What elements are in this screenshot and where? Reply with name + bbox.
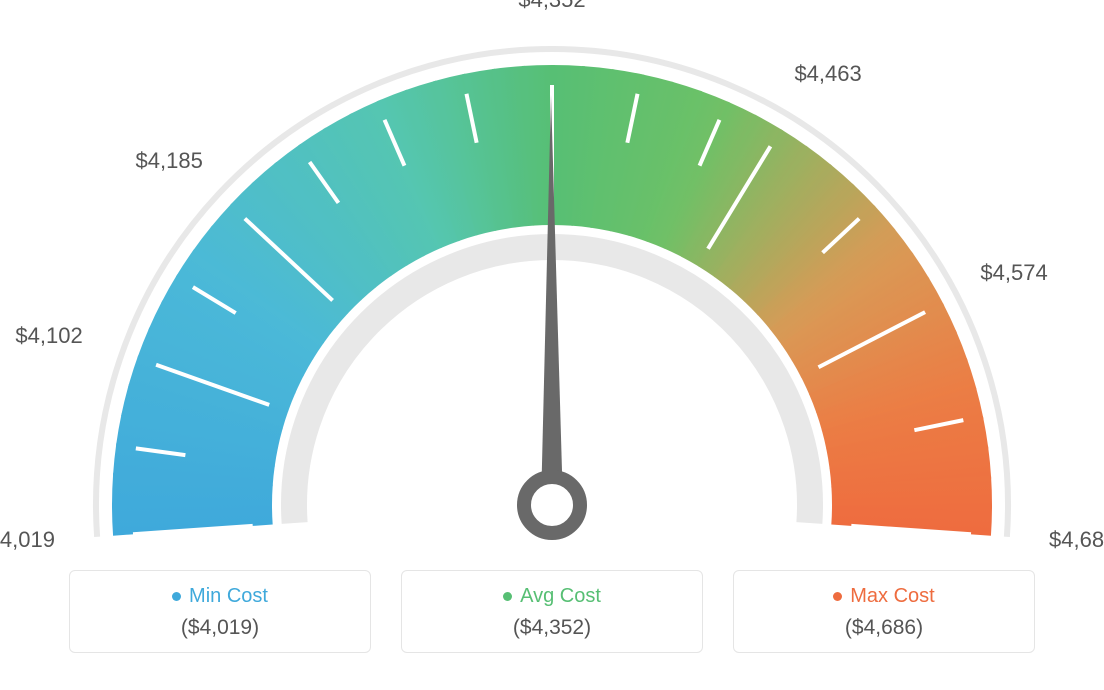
gauge: $4,019 $4,102 $4,185 $4,352 $4,463 $4,574 $4,6… bbox=[0, 0, 1104, 560]
legend-title: Max Cost bbox=[850, 585, 934, 607]
scale-label: $4,686 bbox=[1049, 527, 1104, 553]
legend-value: ($4,352) bbox=[402, 616, 702, 640]
scale-label: $4,102 bbox=[15, 323, 82, 349]
chart-container: $4,019 $4,102 $4,185 $4,352 $4,463 $4,574 $4,6… bbox=[0, 0, 1104, 690]
min-dot-icon bbox=[172, 592, 181, 601]
scale-label: $4,185 bbox=[136, 148, 203, 174]
legend-title: Min Cost bbox=[189, 585, 268, 607]
scale-label: $4,019 bbox=[0, 527, 55, 553]
legend-title-row: Min Cost bbox=[70, 585, 370, 608]
avg-dot-icon bbox=[503, 592, 512, 601]
scale-label: $4,463 bbox=[794, 61, 861, 87]
needle-hub bbox=[524, 477, 580, 533]
legend-card-min: Min Cost ($4,019) bbox=[69, 570, 371, 653]
legend-card-avg: Avg Cost ($4,352) bbox=[401, 570, 703, 653]
scale-label: $4,574 bbox=[980, 260, 1047, 286]
legend-title: Avg Cost bbox=[520, 585, 601, 607]
legend-value: ($4,686) bbox=[734, 616, 1034, 640]
legend-row: Min Cost ($4,019) Avg Cost ($4,352) Max Cost… bbox=[0, 570, 1104, 653]
legend-card-max: Max Cost ($4,686) bbox=[733, 570, 1035, 653]
legend-value: ($4,019) bbox=[70, 616, 370, 640]
max-dot-icon bbox=[833, 592, 842, 601]
gauge-svg bbox=[0, 0, 1104, 560]
legend-title-row: Max Cost bbox=[734, 585, 1034, 608]
scale-label: $4,352 bbox=[518, 0, 585, 13]
legend-title-row: Avg Cost bbox=[402, 585, 702, 608]
